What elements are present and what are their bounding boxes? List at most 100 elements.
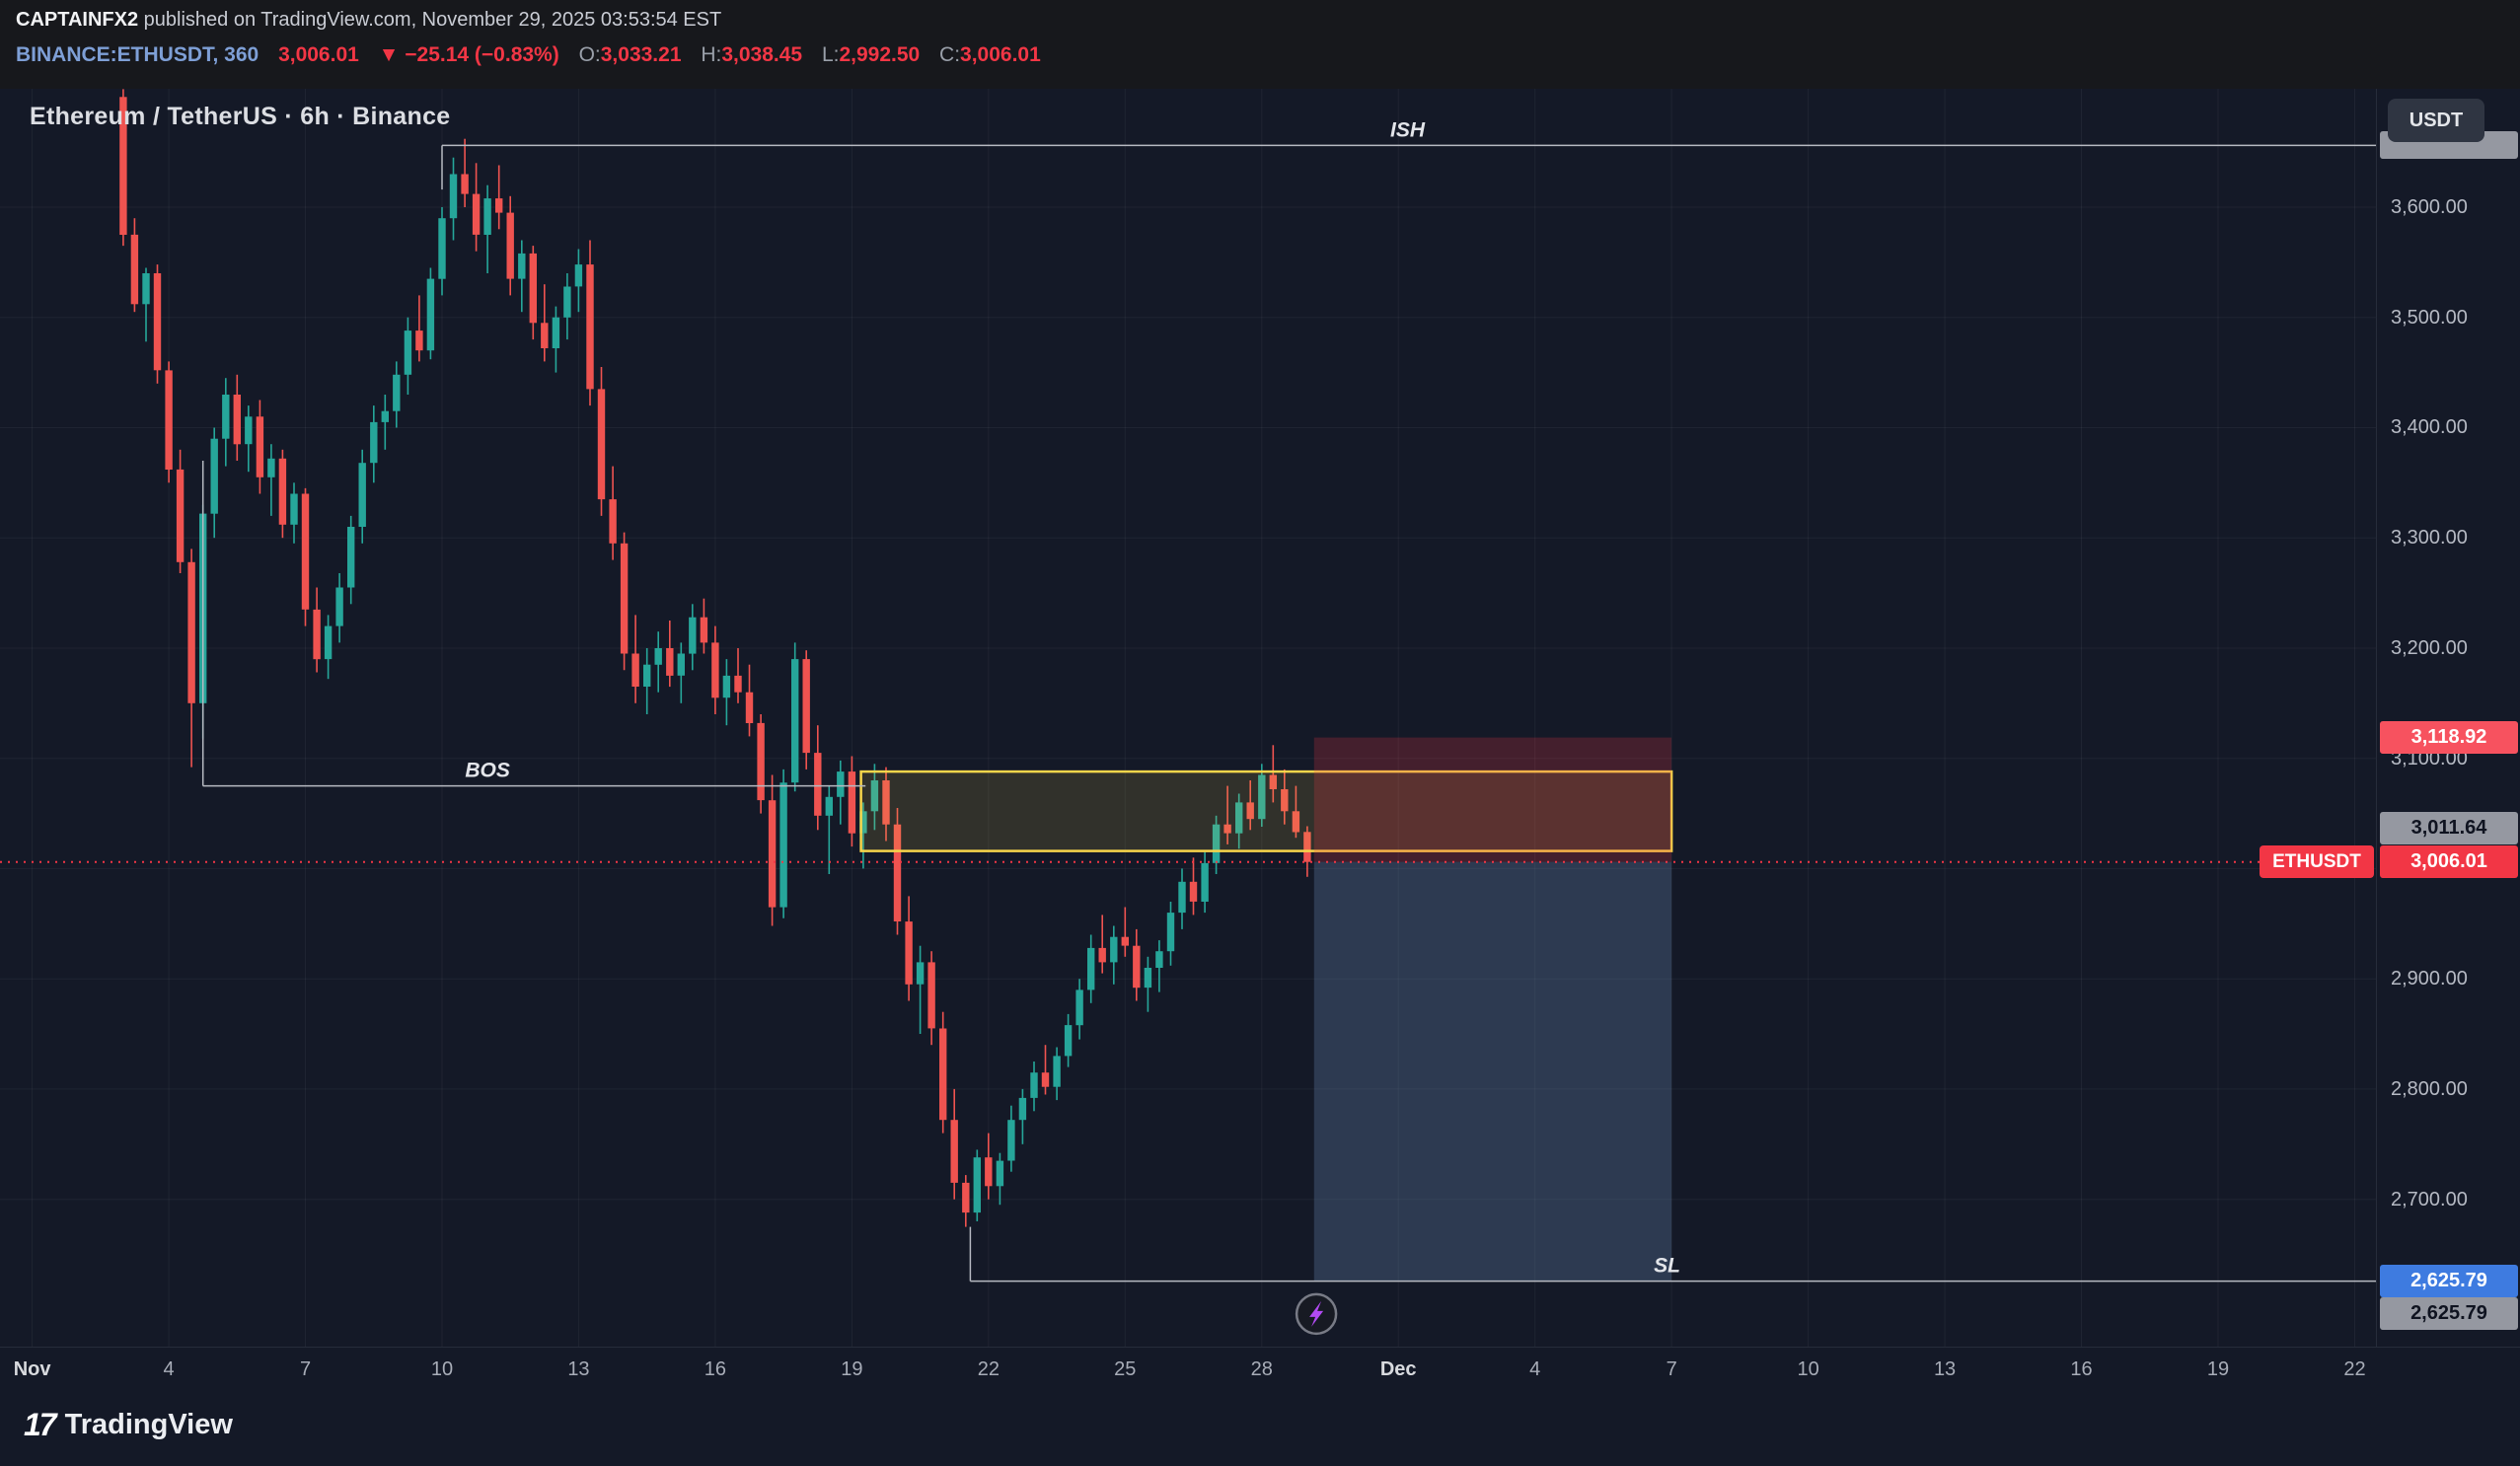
candle-body: [1269, 774, 1277, 789]
candle-body: [1018, 1097, 1027, 1121]
candle-body: [916, 962, 925, 985]
price-tick-label: 3,600.00: [2391, 196, 2468, 218]
candle-body: [358, 463, 366, 527]
price-axis[interactable]: 3,600.00 3,500.00 3,400.00 3,300.00 3,200.00…: [2376, 89, 2520, 1347]
candle-body: [586, 264, 594, 390]
time-tick-label: 16: [2070, 1358, 2093, 1380]
low-value: 2,992.50: [839, 43, 921, 66]
candle-body: [301, 493, 310, 610]
candle-body: [233, 395, 241, 445]
candle-body: [1030, 1072, 1038, 1098]
candle-body: [472, 193, 481, 235]
candle-body: [381, 410, 389, 422]
candle-body: [506, 212, 514, 279]
level-label-SL[interactable]: SL: [1654, 1255, 1680, 1278]
candle-body: [290, 493, 298, 525]
candle-body: [438, 218, 446, 279]
candle-body: [985, 1157, 993, 1187]
price-tick-label: 3,400.00: [2391, 416, 2468, 439]
candle-body: [529, 253, 537, 324]
time-tick-label: 22: [2343, 1358, 2366, 1380]
time-tick-label: 19: [841, 1358, 863, 1380]
time-tick-label: 19: [2206, 1358, 2230, 1380]
high-value: 3,038.45: [721, 43, 803, 66]
publish-date-text: published on TradingView.com, November 2…: [138, 9, 722, 31]
chart-area[interactable]: ISH BOS SL Ethereum / TetherUS · 6h · Bina…: [0, 89, 2520, 1466]
time-tick-label: 4: [1529, 1358, 1541, 1380]
candle-body: [848, 771, 856, 834]
gray-price-badge-2: 2,625.79: [2380, 1297, 2518, 1330]
candle-body: [404, 330, 412, 375]
candle-body: [347, 527, 355, 588]
footer-bar: 17 TradingView: [0, 1391, 2520, 1466]
supply-zone[interactable]: [859, 770, 1673, 852]
candle-body: [313, 609, 321, 660]
candle-body: [1064, 1025, 1073, 1057]
short-risk-zone[interactable]: [1313, 737, 1672, 862]
close-value: 3,006.01: [960, 43, 1041, 66]
candle-body: [814, 753, 822, 816]
tradingview-logo[interactable]: 17 TradingView: [24, 1407, 233, 1443]
gray-price-badge-1: 3,011.64: [2380, 812, 2518, 844]
idea-lightning-marker[interactable]: [1295, 1292, 1338, 1336]
candle-body: [722, 675, 731, 698]
close-label: C:: [939, 43, 961, 66]
time-tick-label: 10: [1797, 1358, 1819, 1380]
candle-body: [859, 811, 867, 834]
open-label: O:: [578, 43, 601, 66]
candle-body: [677, 653, 685, 676]
candle-body: [893, 824, 902, 921]
candle-body: [1235, 802, 1243, 834]
candle-body: [393, 374, 401, 411]
candle-body: [1201, 862, 1209, 902]
target-price-badge: 2,625.79: [2380, 1265, 2518, 1297]
price-tick-label: 3,200.00: [2391, 636, 2468, 659]
level-label-ISH[interactable]: ISH: [1390, 118, 1426, 141]
candle-body: [552, 317, 560, 348]
candle-body: [278, 458, 287, 525]
stop-price-badge: 3,118.92: [2380, 721, 2518, 754]
last-price-badge: 3,006.01: [2380, 845, 2518, 878]
price-tick-label: 2,800.00: [2391, 1077, 2468, 1100]
candle-body: [643, 664, 651, 687]
symbol-watermark: Ethereum / TetherUS · 6h · Binance: [30, 103, 451, 130]
candle-body: [267, 458, 275, 477]
candle-body: [142, 273, 150, 305]
time-tick-label: 7: [1666, 1358, 1677, 1380]
candle-body: [734, 675, 742, 693]
candle-body: [905, 921, 913, 985]
candle-body: [1189, 881, 1198, 902]
short-profit-zone[interactable]: [1313, 861, 1672, 1282]
symbol-ohlc-bar: BINANCE:ETHUSDT, 360 3,006.01 ▼ −25.14 (…: [16, 43, 1041, 67]
candle-body: [574, 264, 583, 287]
high-label: H:: [701, 43, 722, 66]
author-name: CAPTAINFX2: [16, 9, 139, 31]
candle-body: [1281, 789, 1289, 812]
chart-plot[interactable]: ISH BOS SL: [0, 89, 2376, 1347]
tradingview-logo-icon: 17: [24, 1407, 57, 1442]
candle-body: [1133, 945, 1141, 989]
price-tick-label: 2,900.00: [2391, 968, 2468, 990]
candle-body: [518, 253, 526, 279]
price-tick-label: 3,500.00: [2391, 306, 2468, 329]
price-tick-label: 3,300.00: [2391, 527, 2468, 550]
price-line-symbol-tag: ETHUSDT: [2260, 845, 2374, 878]
candle-body: [1087, 947, 1095, 990]
candle-body: [1110, 936, 1118, 963]
candle-body: [1246, 802, 1254, 820]
candle-body: [563, 286, 571, 318]
time-tick-label: 25: [1114, 1358, 1137, 1380]
currency-toggle-button[interactable]: USDT: [2388, 99, 2484, 142]
candle-body: [1041, 1072, 1050, 1087]
candle-body: [631, 653, 639, 687]
candle-body: [870, 780, 879, 812]
candle-body: [1098, 947, 1106, 963]
publish-info: CAPTAINFX2 published on TradingView.com,…: [16, 9, 721, 32]
candle-body: [1292, 811, 1300, 833]
candle-body: [153, 273, 162, 371]
candle-body: [483, 198, 491, 235]
level-label-BOS[interactable]: BOS: [465, 760, 510, 782]
candle-body: [1303, 832, 1311, 862]
time-axis[interactable]: Nov 4 7 10 13 16 19 22 25 28 Dec 4 7 10 13 16 19 22: [0, 1347, 2520, 1392]
symbol-name[interactable]: BINANCE:ETHUSDT, 360: [16, 43, 259, 66]
